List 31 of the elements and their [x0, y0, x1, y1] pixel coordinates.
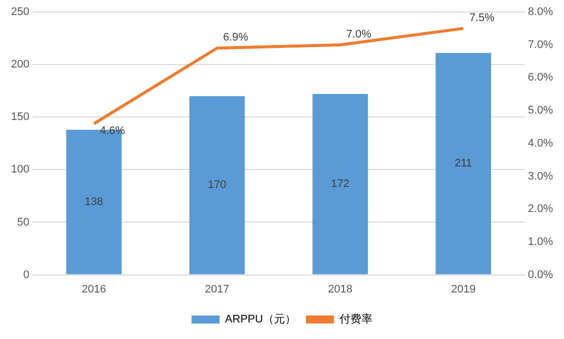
- bar: [436, 52, 492, 274]
- data-label: 170: [208, 179, 226, 192]
- data-label: 6.9%: [223, 32, 248, 44]
- data-label: 7.0%: [346, 28, 372, 40]
- data-label: 7.5%: [469, 12, 495, 24]
- data-label: 138: [84, 196, 104, 208]
- bar: [312, 94, 368, 274]
- legend-label: ARPPU（元）: [225, 314, 296, 326]
- x-tick-label: 2017: [204, 283, 230, 296]
- y-tick-label: 250: [10, 6, 30, 18]
- bar: [189, 96, 245, 274]
- y2-tick-label: 8.0%: [528, 6, 554, 18]
- y-tick-label: 50: [17, 216, 30, 228]
- y2-tick-label: 0.0%: [528, 268, 554, 281]
- x-tick-label: 2016: [82, 283, 106, 296]
- y-tick-label: 200: [10, 58, 30, 71]
- y2-tick-label: 4.0%: [528, 137, 554, 150]
- y2-tick-label: 7.0%: [528, 38, 554, 51]
- data-label: 172: [331, 178, 350, 190]
- y-tick-label: 150: [10, 111, 30, 124]
- legend-label: 付费率: [339, 312, 372, 326]
- x-tick-label: 2019: [451, 283, 476, 296]
- x-tick-label: 2018: [328, 283, 352, 296]
- y2-tick-label: 2.0%: [528, 203, 554, 216]
- y2-tick-label: 5.0%: [528, 104, 554, 117]
- y-tick-label: 100: [10, 164, 30, 176]
- y2-tick-label: 3.0%: [528, 170, 554, 182]
- y2-tick-label: 6.0%: [528, 72, 554, 84]
- y2-tick-label: 1.0%: [528, 236, 554, 248]
- y-tick-label: 0: [23, 268, 30, 281]
- data-label: 211: [454, 158, 472, 170]
